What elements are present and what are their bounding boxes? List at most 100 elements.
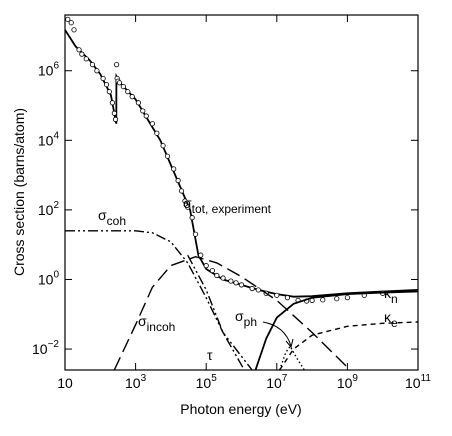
series-line: [254, 290, 418, 370]
x-axis-title: Photon energy (eV): [180, 401, 301, 417]
curve-label-symbol: τ: [207, 347, 213, 363]
data-point: [209, 267, 216, 274]
data-point: [103, 81, 110, 88]
data-point: [125, 89, 131, 95]
curve-label-symbol: σ: [98, 207, 107, 223]
curve-label-sub: n: [391, 292, 398, 306]
x-tick-label-base: 10: [125, 375, 141, 391]
data-point: [274, 292, 280, 298]
data-point: [140, 108, 146, 114]
data-point: [106, 89, 112, 95]
plot-area: [65, 16, 418, 370]
curve-label: σtot, experiment: [183, 195, 272, 216]
series-line: [279, 321, 418, 370]
curve-label-sub: incoh: [147, 320, 176, 334]
y-tick-label-base: 10: [38, 132, 54, 148]
data-point: [83, 56, 89, 62]
y-tick-label: 102: [38, 200, 60, 218]
x-tick-label: 10: [57, 375, 73, 391]
y-tick-label-exp: 0: [53, 269, 59, 280]
data-point: [320, 297, 326, 303]
x-tick-label-exp: 5: [211, 373, 217, 384]
data-point: [228, 278, 234, 284]
curve-label-sub: coh: [107, 214, 126, 228]
data-point: [68, 20, 74, 26]
data-point: [100, 75, 106, 82]
data-point: [79, 51, 85, 57]
data-point: [65, 16, 71, 22]
data-point: [143, 113, 149, 119]
curve-label: σph: [235, 308, 257, 329]
data-point: [129, 94, 135, 100]
y-tick-label-base: 10: [38, 202, 54, 218]
x-tick-label: 107: [266, 373, 288, 391]
series-line: [65, 230, 253, 370]
data-point: [112, 116, 119, 122]
series-line: [113, 255, 351, 370]
data-point: [255, 287, 261, 293]
series-line: [278, 344, 305, 370]
y-tick-label: 106: [38, 61, 60, 79]
data-point: [76, 47, 82, 53]
y-tick-label-exp: 2: [53, 200, 59, 211]
curve-label-sub: e: [391, 316, 398, 330]
curve-label-symbol: σ: [183, 195, 192, 211]
curve-label: τ: [207, 347, 213, 363]
x-tick-label: 105: [196, 373, 218, 391]
y-tick-label-base: 10: [32, 341, 48, 357]
curve-label: κn: [384, 285, 398, 306]
data-point: [71, 27, 77, 33]
y-tick-label-exp: 6: [53, 61, 59, 72]
data-point: [178, 188, 185, 194]
data-point: [334, 296, 340, 302]
y-axis-title: Cross section (barns/atom): [11, 108, 27, 276]
data-point: [185, 204, 191, 210]
y-tick-label-base: 10: [38, 63, 54, 79]
data-point: [249, 285, 255, 292]
data-point: [171, 166, 177, 172]
data-point: [198, 252, 204, 258]
data-point: [192, 231, 199, 237]
annotation-arrow: [262, 321, 292, 347]
y-tick-label: 104: [38, 130, 60, 148]
data-point: [116, 80, 123, 86]
x-tick-label-base: 10: [196, 375, 212, 391]
y-tick-label: 100: [38, 269, 60, 287]
data-point: [111, 110, 117, 116]
y-tick-label-base: 10: [38, 271, 54, 287]
curve-label-symbol: σ: [138, 313, 147, 329]
data-point: [89, 62, 96, 68]
x-tick-label: 109: [337, 373, 359, 391]
plot-frame: [64, 14, 419, 371]
x-tick-label-base: 10: [266, 375, 282, 391]
data-point: [160, 143, 166, 149]
curve-label: κe: [384, 309, 398, 330]
data-point: [189, 215, 195, 221]
y-tick-label-exp: 4: [53, 130, 59, 141]
data-point: [135, 100, 141, 106]
data-point: [164, 153, 171, 159]
curve-label-sub: ph: [244, 315, 257, 329]
y-tick-label: 10−2: [32, 339, 59, 357]
data-point: [238, 282, 245, 288]
curve-label: σcoh: [98, 207, 126, 228]
x-tick-label: 1011: [405, 373, 431, 391]
arrow-head: [285, 338, 294, 349]
x-tick-label-exp: 3: [141, 373, 147, 384]
y-tick-label-exp: −2: [48, 339, 60, 350]
data-point: [182, 198, 188, 204]
x-tick-label-exp: 7: [282, 373, 288, 384]
data-point: [344, 295, 350, 301]
curve-label-symbol: κ: [384, 285, 392, 301]
series-line: [187, 254, 245, 370]
data-point: [149, 121, 156, 127]
data-point: [114, 62, 120, 68]
data-point: [94, 68, 100, 74]
data-point: [284, 295, 291, 301]
data-point: [203, 263, 209, 269]
data-point: [175, 177, 181, 184]
data-point: [220, 275, 226, 281]
data-point: [154, 130, 160, 136]
x-tick-label-base: 10: [337, 375, 353, 391]
